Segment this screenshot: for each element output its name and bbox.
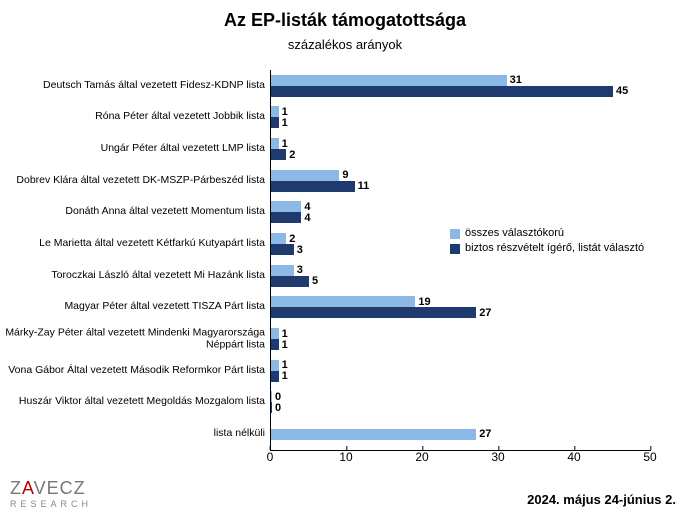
bar-value-label: 4 [304, 212, 310, 224]
bar-value-label: 0 [275, 402, 281, 414]
bar-rect [271, 339, 279, 350]
bar-value-label: 1 [282, 117, 288, 129]
x-tick: 40 [567, 450, 580, 464]
x-tick: 50 [643, 450, 656, 464]
x-tick: 10 [339, 450, 352, 464]
chart-legend: összes választókorúbiztos részvételt ígé… [450, 226, 644, 257]
bar-value-label: 1 [282, 339, 288, 351]
bar-rect [271, 402, 272, 413]
logo-subtext: RESEARCH [10, 499, 92, 509]
legend-text: összes választókorú [465, 226, 564, 241]
bar-rect [271, 360, 279, 371]
category-label: Magyar Péter által vezetett TISZA Párt l… [5, 302, 271, 314]
legend-swatch [450, 244, 460, 254]
category-label: lista nélküli [5, 428, 271, 440]
bar-rect [271, 276, 309, 287]
chart-row: Donáth Anna által vezetett Momentum list… [271, 197, 651, 229]
x-tick: 30 [491, 450, 504, 464]
bar-rect [271, 149, 286, 160]
bar-value-label: 2 [289, 149, 295, 161]
bar-rect [271, 328, 279, 339]
bar-value-label: 45 [616, 85, 628, 97]
bar-rect [271, 170, 339, 181]
category-label: Róna Péter által vezetett Jobbik lista [5, 112, 271, 124]
chart-row: Róna Péter által vezetett Jobbik lista11 [271, 102, 651, 134]
bar-rect [271, 181, 355, 192]
legend-swatch [450, 229, 460, 239]
bar-rect [271, 117, 279, 128]
bar-rect [271, 371, 279, 382]
chart-row: Magyar Péter által vezetett TISZA Párt l… [271, 292, 651, 324]
bar-rect [271, 296, 415, 307]
bar-rect [271, 265, 294, 276]
legend-item: összes választókorú [450, 226, 644, 241]
bar-rect [271, 75, 507, 86]
bar-rect [271, 201, 301, 212]
bar-value-label: 27 [479, 307, 491, 319]
bar-rect [271, 233, 286, 244]
bar-value-label: 3 [297, 264, 303, 276]
chart-plot-area: Deutsch Tamás által vezetett Fidesz-KDNP… [270, 70, 651, 451]
category-label: Le Marietta által vezetett Kétfarkú Kuty… [5, 238, 271, 250]
x-axis-ticks: 01020304050 [270, 450, 650, 468]
legend-text: biztos részvételt ígérő, listát választó [465, 241, 644, 256]
footer-date: 2024. május 24-június 2. [527, 492, 676, 507]
chart-row: Toroczkai László által vezetett Mi Hazán… [271, 260, 651, 292]
chart-row: Dobrev Klára által vezetett DK-MSZP-Párb… [271, 165, 651, 197]
bar-rect [271, 391, 272, 402]
x-tick: 0 [267, 450, 274, 464]
category-label: Donáth Anna által vezetett Momentum list… [5, 207, 271, 219]
category-label: Huszár Viktor által vezetett Megoldás Mo… [5, 397, 271, 409]
chart-row: lista nélküli27 [271, 418, 651, 450]
bar-rect [271, 86, 613, 97]
bar-rect [271, 106, 279, 117]
chart-row: Ungár Péter által vezetett LMP lista12 [271, 133, 651, 165]
bar-value-label: 31 [510, 74, 522, 86]
bar-value-label: 2 [289, 233, 295, 245]
bar-value-label: 1 [282, 370, 288, 382]
x-tick: 20 [415, 450, 428, 464]
category-label: Deutsch Tamás által vezetett Fidesz-KDNP… [5, 80, 271, 92]
brand-logo: ZAVECZ RESEARCH [10, 478, 92, 509]
category-label: Toroczkai László által vezetett Mi Hazán… [5, 270, 271, 282]
page-root: Az EP-listák támogatottsága százalékos a… [0, 0, 690, 517]
logo-text: ZAVECZ [10, 478, 86, 498]
legend-item: biztos részvételt ígérő, listát választó [450, 241, 644, 256]
bar-rect [271, 212, 301, 223]
chart-title: Az EP-listák támogatottsága [0, 0, 690, 31]
bar-value-label: 3 [297, 244, 303, 256]
bar-value-label: 19 [418, 296, 430, 308]
bar-value-label: 27 [479, 428, 491, 440]
chart-row: Vona Gábor Által vezetett Második Reform… [271, 355, 651, 387]
bar-value-label: 1 [282, 138, 288, 150]
chart-row: Huszár Viktor által vezetett Megoldás Mo… [271, 387, 651, 419]
bar-value-label: 11 [358, 180, 370, 192]
bar-value-label: 9 [342, 169, 348, 181]
category-label: Márky-Zay Péter által vezetett Mindenki … [5, 328, 271, 351]
bar-rect [271, 307, 476, 318]
chart-row: Márky-Zay Péter által vezetett Mindenki … [271, 323, 651, 355]
bar-rect [271, 244, 294, 255]
category-label: Ungár Péter által vezetett LMP lista [5, 143, 271, 155]
category-label: Vona Gábor Által vezetett Második Reform… [5, 365, 271, 377]
category-label: Dobrev Klára által vezetett DK-MSZP-Párb… [5, 175, 271, 187]
chart-row: Deutsch Tamás által vezetett Fidesz-KDNP… [271, 70, 651, 102]
bar-rect [271, 429, 476, 440]
chart-subtitle: százalékos arányok [0, 31, 690, 58]
bar-rect [271, 138, 279, 149]
bar-value-label: 5 [312, 275, 318, 287]
